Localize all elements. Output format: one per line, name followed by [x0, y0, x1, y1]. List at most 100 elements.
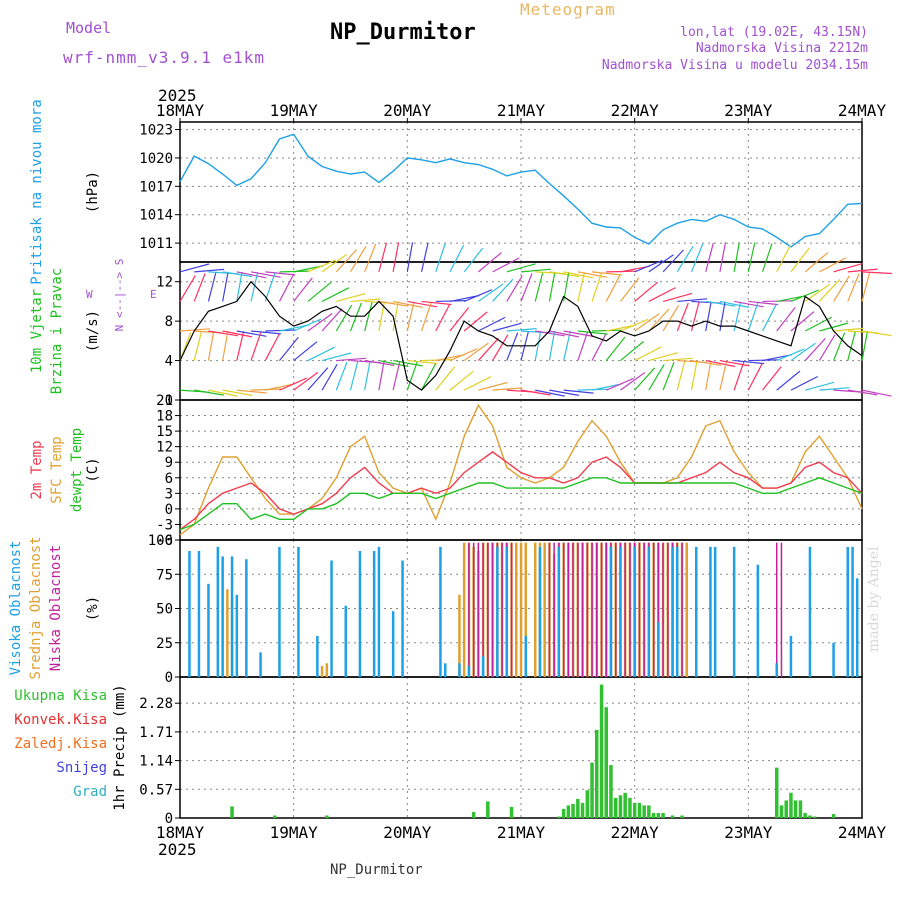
low-cloud-bar — [624, 542, 626, 677]
x-tick-label-bottom: 23MAY — [724, 823, 773, 842]
wind-arrow — [577, 332, 589, 361]
wind-arrow — [321, 308, 343, 332]
wind-arrow — [378, 359, 409, 368]
mid-cloud-bar — [226, 589, 229, 677]
wind-arrow — [748, 300, 779, 306]
wind-arrow — [207, 272, 217, 302]
wind-arrow — [208, 389, 238, 397]
low-cloud-bar — [572, 542, 574, 677]
y-axis-label: (m/s) — [85, 310, 101, 352]
wind-arrow — [279, 324, 309, 332]
low-cloud-bar — [652, 542, 655, 677]
wind-arrow — [463, 289, 493, 302]
wind-arrow — [349, 302, 362, 332]
wind-arrow — [648, 352, 678, 362]
mid-cloud-bar — [524, 542, 527, 677]
y-tick-label: 0 — [165, 670, 173, 686]
wind-arrow — [705, 242, 714, 273]
wind-arrow — [549, 271, 580, 278]
wind-arrow — [222, 389, 253, 396]
mid-cloud-side-label: Srednja Oblacnost — [28, 536, 44, 679]
wind-arrow — [236, 389, 267, 394]
altitude-label: Nadmorska Visina 2212m — [695, 41, 868, 56]
wind-arrow — [548, 330, 556, 361]
precip-bar — [566, 805, 571, 818]
wind-arrow — [378, 360, 385, 391]
wind-side-label: Brzina i Pravac — [49, 268, 65, 394]
x-tick-label-top: 22MAY — [611, 101, 660, 120]
wind-arrow — [350, 298, 381, 303]
wind-arrow — [676, 302, 689, 332]
high-cloud-bar — [401, 560, 404, 677]
panel-frame — [179, 676, 863, 819]
precip-bar — [803, 813, 807, 818]
high-cloud-bar — [856, 578, 859, 677]
wind-arrow — [591, 271, 622, 276]
wind-arrow — [705, 300, 736, 307]
low-cloud-bar — [638, 542, 641, 677]
high-cloud-bar — [633, 546, 636, 677]
wind-arrow — [208, 330, 239, 337]
wind-arrow — [563, 271, 594, 279]
high-cloud-bar — [330, 560, 333, 677]
wind-arrow — [307, 281, 332, 302]
y-axis-label: (%) — [85, 596, 101, 621]
wind-arrow — [506, 263, 536, 273]
wind-arrow — [264, 333, 280, 361]
wind-arrow — [861, 330, 869, 361]
y-tick-label: 100 — [148, 533, 173, 549]
wind-arrow — [705, 301, 712, 332]
y-tick-label: 6 — [165, 471, 173, 487]
high-cloud-bar — [756, 564, 760, 677]
wind-arrow — [648, 287, 676, 302]
wind-arrow — [690, 301, 700, 332]
wind-arrow — [619, 277, 640, 302]
wind-arrow — [236, 271, 267, 279]
wind-arrow — [819, 257, 847, 273]
precip-bar — [585, 790, 590, 818]
y-tick-label: 9 — [165, 455, 173, 471]
wind-arrow — [662, 249, 684, 273]
wind-arrow — [293, 341, 318, 362]
precip-bar — [561, 808, 566, 818]
y-tick-label: 1.71 — [139, 725, 173, 741]
wind-arrow — [719, 300, 750, 308]
high-cloud-bar — [372, 551, 376, 677]
precip-bar — [273, 815, 277, 818]
precip-bar — [779, 805, 784, 818]
precip-bar — [576, 798, 580, 818]
wind-arrow — [577, 272, 585, 302]
wind-arrow — [477, 337, 499, 361]
precip-bar — [798, 800, 803, 818]
wind-arrow — [634, 259, 663, 273]
wind-arrow — [690, 243, 704, 273]
wind-arrow — [804, 251, 829, 273]
precip-bar — [812, 816, 817, 818]
low-cloud-bar — [605, 542, 607, 677]
precip-bar — [793, 800, 798, 818]
mid-cloud-bar — [515, 542, 518, 677]
high-cloud-bar — [851, 546, 854, 677]
wind-arrow — [364, 243, 377, 273]
high-cloud-bar — [439, 546, 442, 677]
high-cloud-bar — [344, 605, 347, 677]
wind-arrow — [847, 273, 860, 302]
y-tick-label: 50 — [156, 602, 173, 618]
wind-arrow — [790, 342, 816, 362]
mid-cloud-bar — [462, 542, 466, 677]
low-cloud-bar — [643, 542, 645, 677]
wind-arrow — [179, 275, 196, 302]
wind-arrow — [790, 247, 810, 273]
wind-arrow — [591, 333, 607, 361]
y-tick-label: 0.57 — [139, 782, 173, 798]
wind-arrow — [335, 361, 348, 391]
temp2m-line — [179, 451, 863, 531]
mid-cloud-bar — [325, 663, 329, 677]
wind-arrow — [449, 348, 478, 362]
wind-arrow — [307, 259, 336, 273]
mid-cloud-bar — [534, 542, 537, 677]
high-cloud-bar — [467, 666, 471, 677]
wind-arrow — [364, 359, 395, 366]
wind-arrow — [634, 346, 662, 362]
high-cloud-bar — [789, 635, 793, 677]
